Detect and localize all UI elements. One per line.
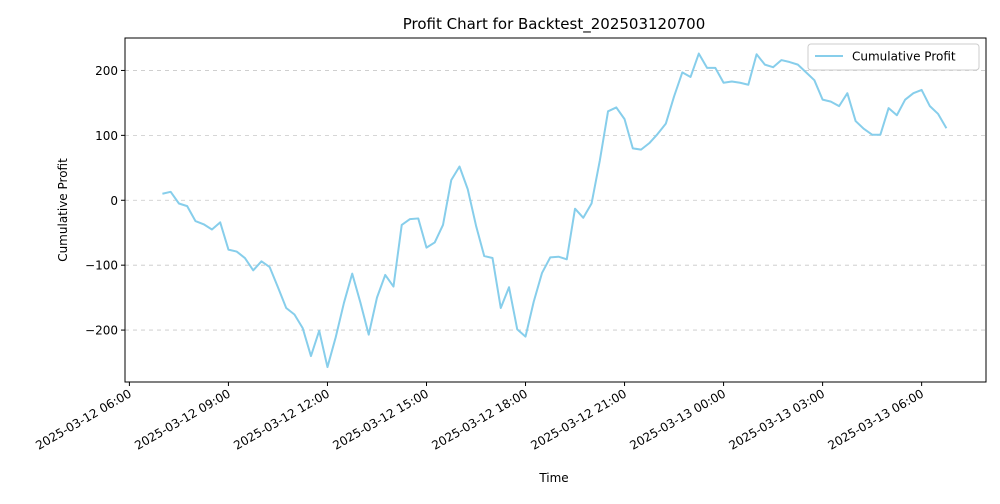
x-tick-label: 2025-03-13 03:00 [726,386,827,452]
legend: Cumulative Profit [807,43,980,71]
y-tick-label: 200 [95,64,118,78]
x-tick-label: 2025-03-13 00:00 [627,386,728,452]
y-tick-label: −200 [85,324,118,338]
x-tick-label: 2025-03-12 18:00 [429,386,530,452]
chart-title: Profit Chart for Backtest_202503120700 [403,15,706,34]
y-tick-label: 100 [95,129,118,143]
legend-box [807,43,980,71]
legend-label: Cumulative Profit [852,50,956,64]
x-tick-label: 2025-03-13 06:00 [825,386,926,452]
y-axis-label: Cumulative Profit [56,158,70,262]
y-tick-label: −100 [85,259,118,273]
x-tick-label: 2025-03-12 12:00 [231,386,332,452]
series-line [162,52,948,369]
y-axis: −200 −100 0 100 200 [85,64,125,338]
y-tick-label: 0 [110,194,118,208]
axes-frame [124,37,987,383]
x-tick-label: 2025-03-12 09:00 [132,386,233,452]
x-axis-label: Time [538,471,568,485]
grid-lines [125,70,986,331]
series-layer [162,52,948,369]
x-tick-label: 2025-03-12 06:00 [33,386,134,452]
x-tick-label: 2025-03-12 15:00 [330,386,431,452]
x-tick-label: 2025-03-12 21:00 [528,386,629,452]
